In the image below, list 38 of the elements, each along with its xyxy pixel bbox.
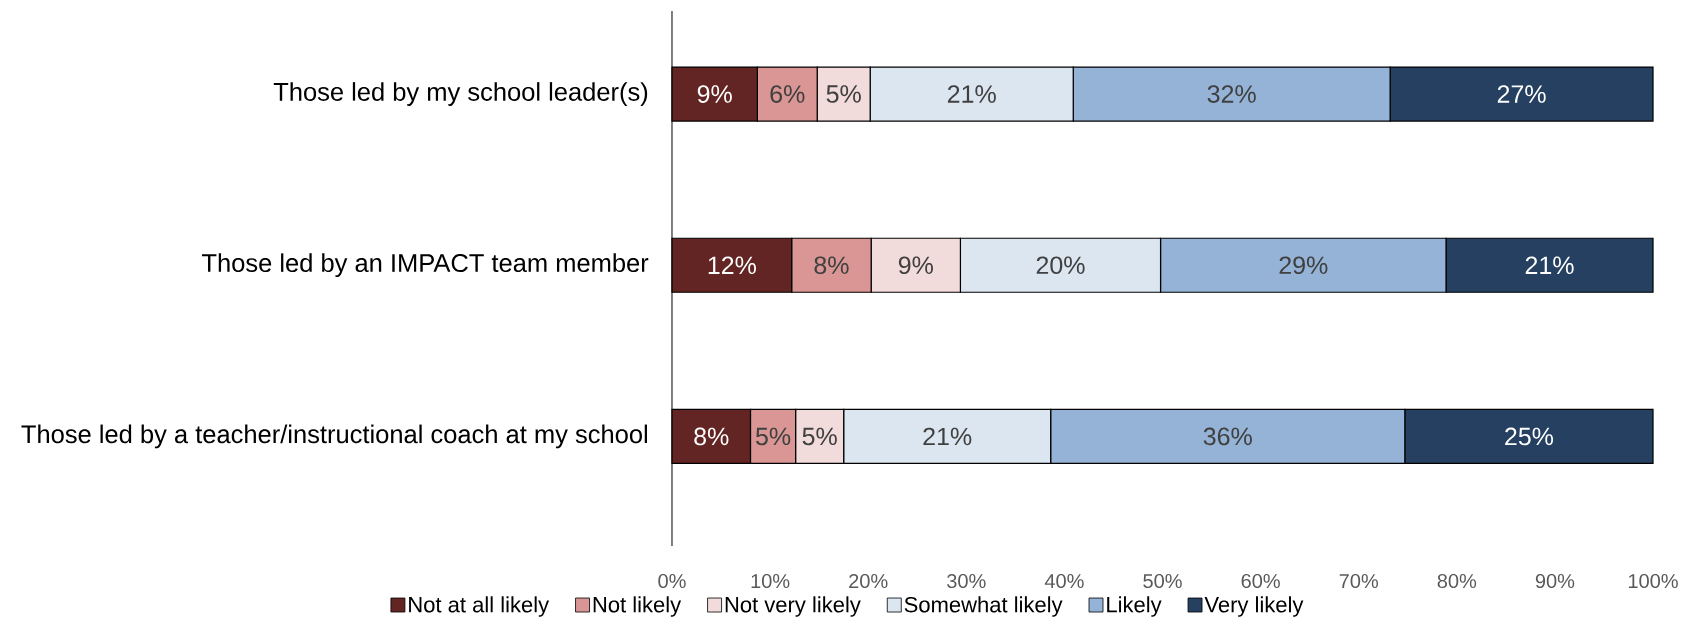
x-tick-label: 40% <box>1044 573 1084 589</box>
data-label: 8% <box>694 427 729 446</box>
data-label: 5% <box>802 427 837 446</box>
data-label: 6% <box>770 85 805 103</box>
x-tick-label: 50% <box>1143 573 1182 589</box>
data-label: 20% <box>1036 256 1085 275</box>
x-tick-label: 10% <box>751 573 790 589</box>
data-label: 27% <box>1497 85 1546 103</box>
data-label: 12% <box>708 256 756 275</box>
x-tick-label: 30% <box>947 573 986 589</box>
data-label: 29% <box>1279 256 1328 275</box>
legend-label: Not very likely <box>725 596 861 617</box>
y-tick-label: Those led by an IMPACT team member <box>202 253 649 278</box>
legend-label: Very likely <box>1204 596 1304 617</box>
x-tick-label: 90% <box>1535 573 1575 589</box>
x-tick-label: 60% <box>1241 573 1280 589</box>
data-label: 25% <box>1505 427 1554 446</box>
x-tick-label: 80% <box>1437 573 1477 589</box>
y-tick-label: Those led by a teacher/instructional coach at my school <box>21 424 647 449</box>
data-label: 8% <box>814 256 849 275</box>
data-label: 32% <box>1207 85 1256 103</box>
x-tick-label: 20% <box>849 573 888 589</box>
data-label: 21% <box>947 85 996 103</box>
data-label: 9% <box>697 85 732 103</box>
data-label: 36% <box>1203 427 1252 446</box>
x-tick-label: 0% <box>658 573 686 589</box>
legend-label: Not likely <box>593 596 682 617</box>
data-label: 9% <box>898 256 933 275</box>
data-label: 5% <box>755 427 791 446</box>
x-tick-label: 70% <box>1339 573 1379 589</box>
legend-label: Not at all likely <box>409 596 550 617</box>
data-label: 21% <box>923 427 972 446</box>
y-tick-label: Those led by my school leader(s) <box>273 82 648 106</box>
data-label: 21% <box>1525 256 1574 275</box>
legend-label: Likely <box>1107 596 1162 617</box>
legend-label: Somewhat likely <box>904 596 1063 617</box>
data-label: 5% <box>826 85 861 103</box>
x-tick-label: 100% <box>1628 573 1678 589</box>
